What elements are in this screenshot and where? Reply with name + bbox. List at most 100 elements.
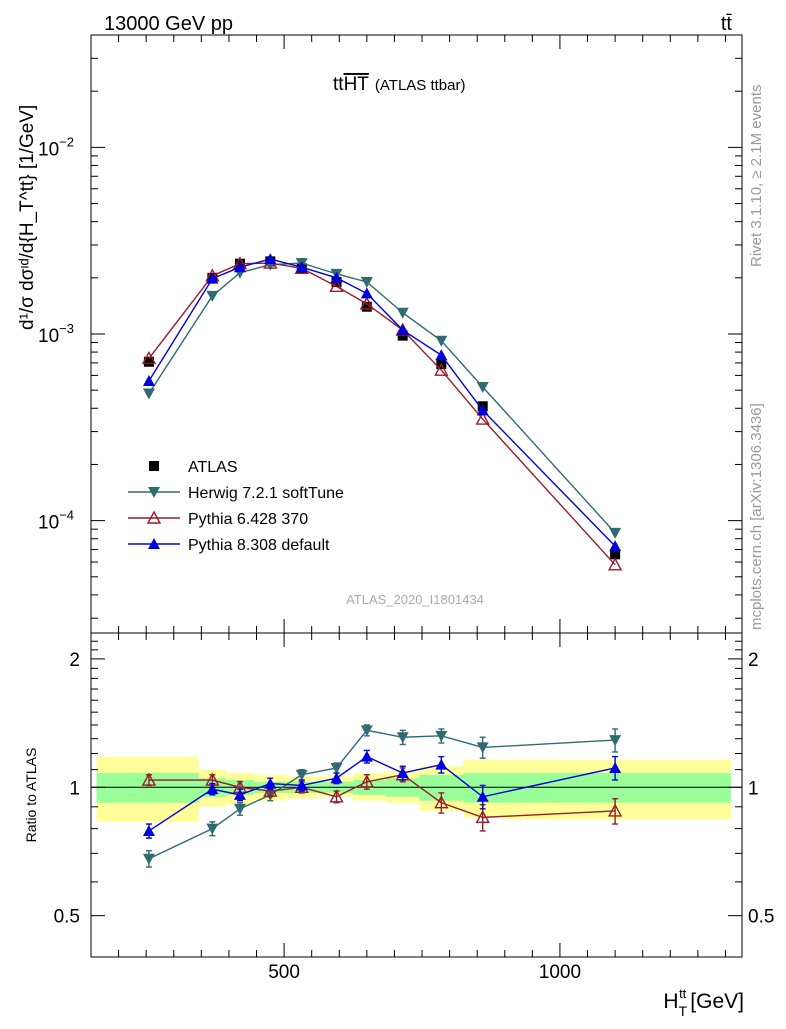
- series-line-pythia8: [148, 258, 616, 547]
- xlabel-main: H: [663, 990, 678, 1013]
- ratio-point-pythia8: [264, 777, 277, 789]
- xlabel-sub: T: [679, 1003, 688, 1019]
- main-ytick-label: 10−4: [38, 508, 74, 534]
- point-pythia6: [141, 350, 157, 365]
- ratio-point-pythia8: [142, 824, 155, 836]
- ratio-ytick-label-right: 1: [748, 778, 759, 799]
- ratio-point-herwig: [609, 735, 622, 747]
- xlabel-unit: [GeV]: [690, 990, 744, 1013]
- ratio-point-pythia8: [396, 767, 409, 779]
- ratio-point-pythia6: [607, 803, 623, 817]
- main-ylabel-text: d¹/σ dσᶦᵈ/d{H_T^tt} [1/GeV]: [17, 105, 38, 330]
- band-inner: [502, 773, 731, 803]
- point-herwig: [142, 388, 155, 400]
- series-line-pythia6: [148, 262, 616, 566]
- point-data: [361, 301, 372, 312]
- ratio-point-pythia8: [476, 790, 489, 802]
- analysis-watermark: ATLAS_2020_I1801434: [346, 592, 484, 607]
- legend-item-herwig: Herwig 7.2.1 softTune: [128, 485, 344, 502]
- legend-marker: [148, 487, 160, 498]
- side-label-top: Rivet 3.1.10, ≥ 2.1M events: [748, 85, 765, 268]
- ratio-point-pythia8: [295, 779, 308, 791]
- legend-item-data: ATLAS: [149, 459, 238, 476]
- point-pythia8: [233, 261, 246, 273]
- ratio-point-herwig: [142, 853, 155, 865]
- point-pythia8: [142, 374, 155, 386]
- plot-title: ttHT (ATLAS ttbar): [333, 74, 465, 95]
- point-pythia6: [329, 278, 344, 293]
- ratio-point-herwig: [233, 803, 246, 815]
- point-herwig: [396, 307, 409, 319]
- legend-item-pythia8: Pythia 8.308 default: [128, 537, 330, 554]
- ratio-point-pythia6: [359, 774, 375, 788]
- ratio-point-herwig: [360, 725, 373, 737]
- ratio-ylabel: Ratio to ATLAS: [23, 748, 39, 843]
- ratio-point-pythia6: [434, 795, 449, 809]
- side-label-bottom: mcplots.cern.ch [arXiv:1306.3436]: [748, 403, 765, 630]
- main-ytick-label: 10−2: [38, 134, 74, 160]
- ratio-point-pythia6: [329, 789, 344, 803]
- legend-label: Pythia 6.428 370: [188, 511, 308, 528]
- ratio-bands: [96, 756, 731, 822]
- ratio-point-pythia8: [360, 750, 373, 762]
- point-herwig: [435, 335, 448, 347]
- ratio-point-herwig: [476, 742, 489, 754]
- plot-title-overline: HT: [344, 74, 370, 95]
- ratio-point-herwig: [295, 769, 308, 781]
- ratio-point-pythia8: [609, 761, 622, 773]
- xlabel-sup: tt: [679, 986, 687, 1001]
- ratio-point-pythia8: [206, 783, 219, 795]
- point-pythia8: [330, 271, 343, 283]
- point-pythia8: [295, 261, 308, 273]
- ratio-point-pythia6: [263, 783, 278, 797]
- series-pythia6: [141, 255, 623, 571]
- point-data: [143, 356, 154, 367]
- point-pythia6: [434, 362, 449, 376]
- main-series: [141, 253, 623, 571]
- point-herwig: [360, 276, 373, 288]
- ratio-series-pythia8: [142, 749, 622, 839]
- ratio-ytick-label-left: 2: [69, 650, 80, 671]
- xtick-label: 500: [268, 962, 300, 983]
- point-pythia8: [476, 404, 489, 416]
- ratio-point-pythia6: [141, 772, 157, 786]
- ratio-point-herwig: [396, 732, 409, 744]
- point-pythia6: [475, 411, 490, 425]
- point-pythia8: [396, 324, 409, 336]
- legend-label: ATLAS: [188, 459, 238, 476]
- legend-label: Herwig 7.2.1 softTune: [188, 485, 344, 502]
- ratio-point-pythia6: [475, 809, 490, 824]
- point-data: [610, 549, 621, 560]
- point-pythia6: [359, 296, 375, 310]
- ratio-ytick-label-right: 2: [748, 650, 759, 671]
- point-herwig: [206, 290, 219, 302]
- ratio-ytick-label-right: 0.5: [748, 907, 774, 928]
- point-pythia8: [435, 349, 448, 361]
- plot-title-main: tt: [333, 74, 344, 95]
- point-pythia8: [360, 287, 373, 299]
- main-ylabel: d¹/σ dσᶦᵈ/d{H_T^tt} [1/GeV]: [17, 105, 38, 330]
- ratio-panel: 0.5 0.5 1 1 2 2 500 1000: [54, 632, 774, 983]
- point-pythia8: [206, 272, 219, 284]
- series-pythia8: [142, 253, 622, 552]
- ratio-series-herwig: [142, 724, 622, 868]
- point-herwig: [476, 382, 489, 394]
- legend-item-pythia6: Pythia 6.428 370: [128, 510, 308, 528]
- main-ytick-label: 10−3: [38, 321, 74, 347]
- xtick-label: 1000: [539, 962, 581, 983]
- legend-label: Pythia 8.308 default: [188, 537, 330, 554]
- ratio-point-pythia8: [330, 772, 343, 784]
- legend-marker: [149, 461, 159, 471]
- point-pythia6: [607, 557, 623, 571]
- point-herwig: [609, 527, 622, 539]
- xlabel: HTtt [GeV]: [663, 986, 744, 1019]
- ratio-point-herwig: [435, 730, 448, 742]
- ratio-point-herwig: [206, 823, 219, 835]
- ratio-series: [141, 724, 623, 868]
- ratio-point-pythia8: [435, 758, 448, 770]
- ratio-point-herwig: [330, 762, 343, 774]
- header-right: tt̄: [721, 13, 733, 35]
- ratio-point-pythia8: [233, 788, 246, 800]
